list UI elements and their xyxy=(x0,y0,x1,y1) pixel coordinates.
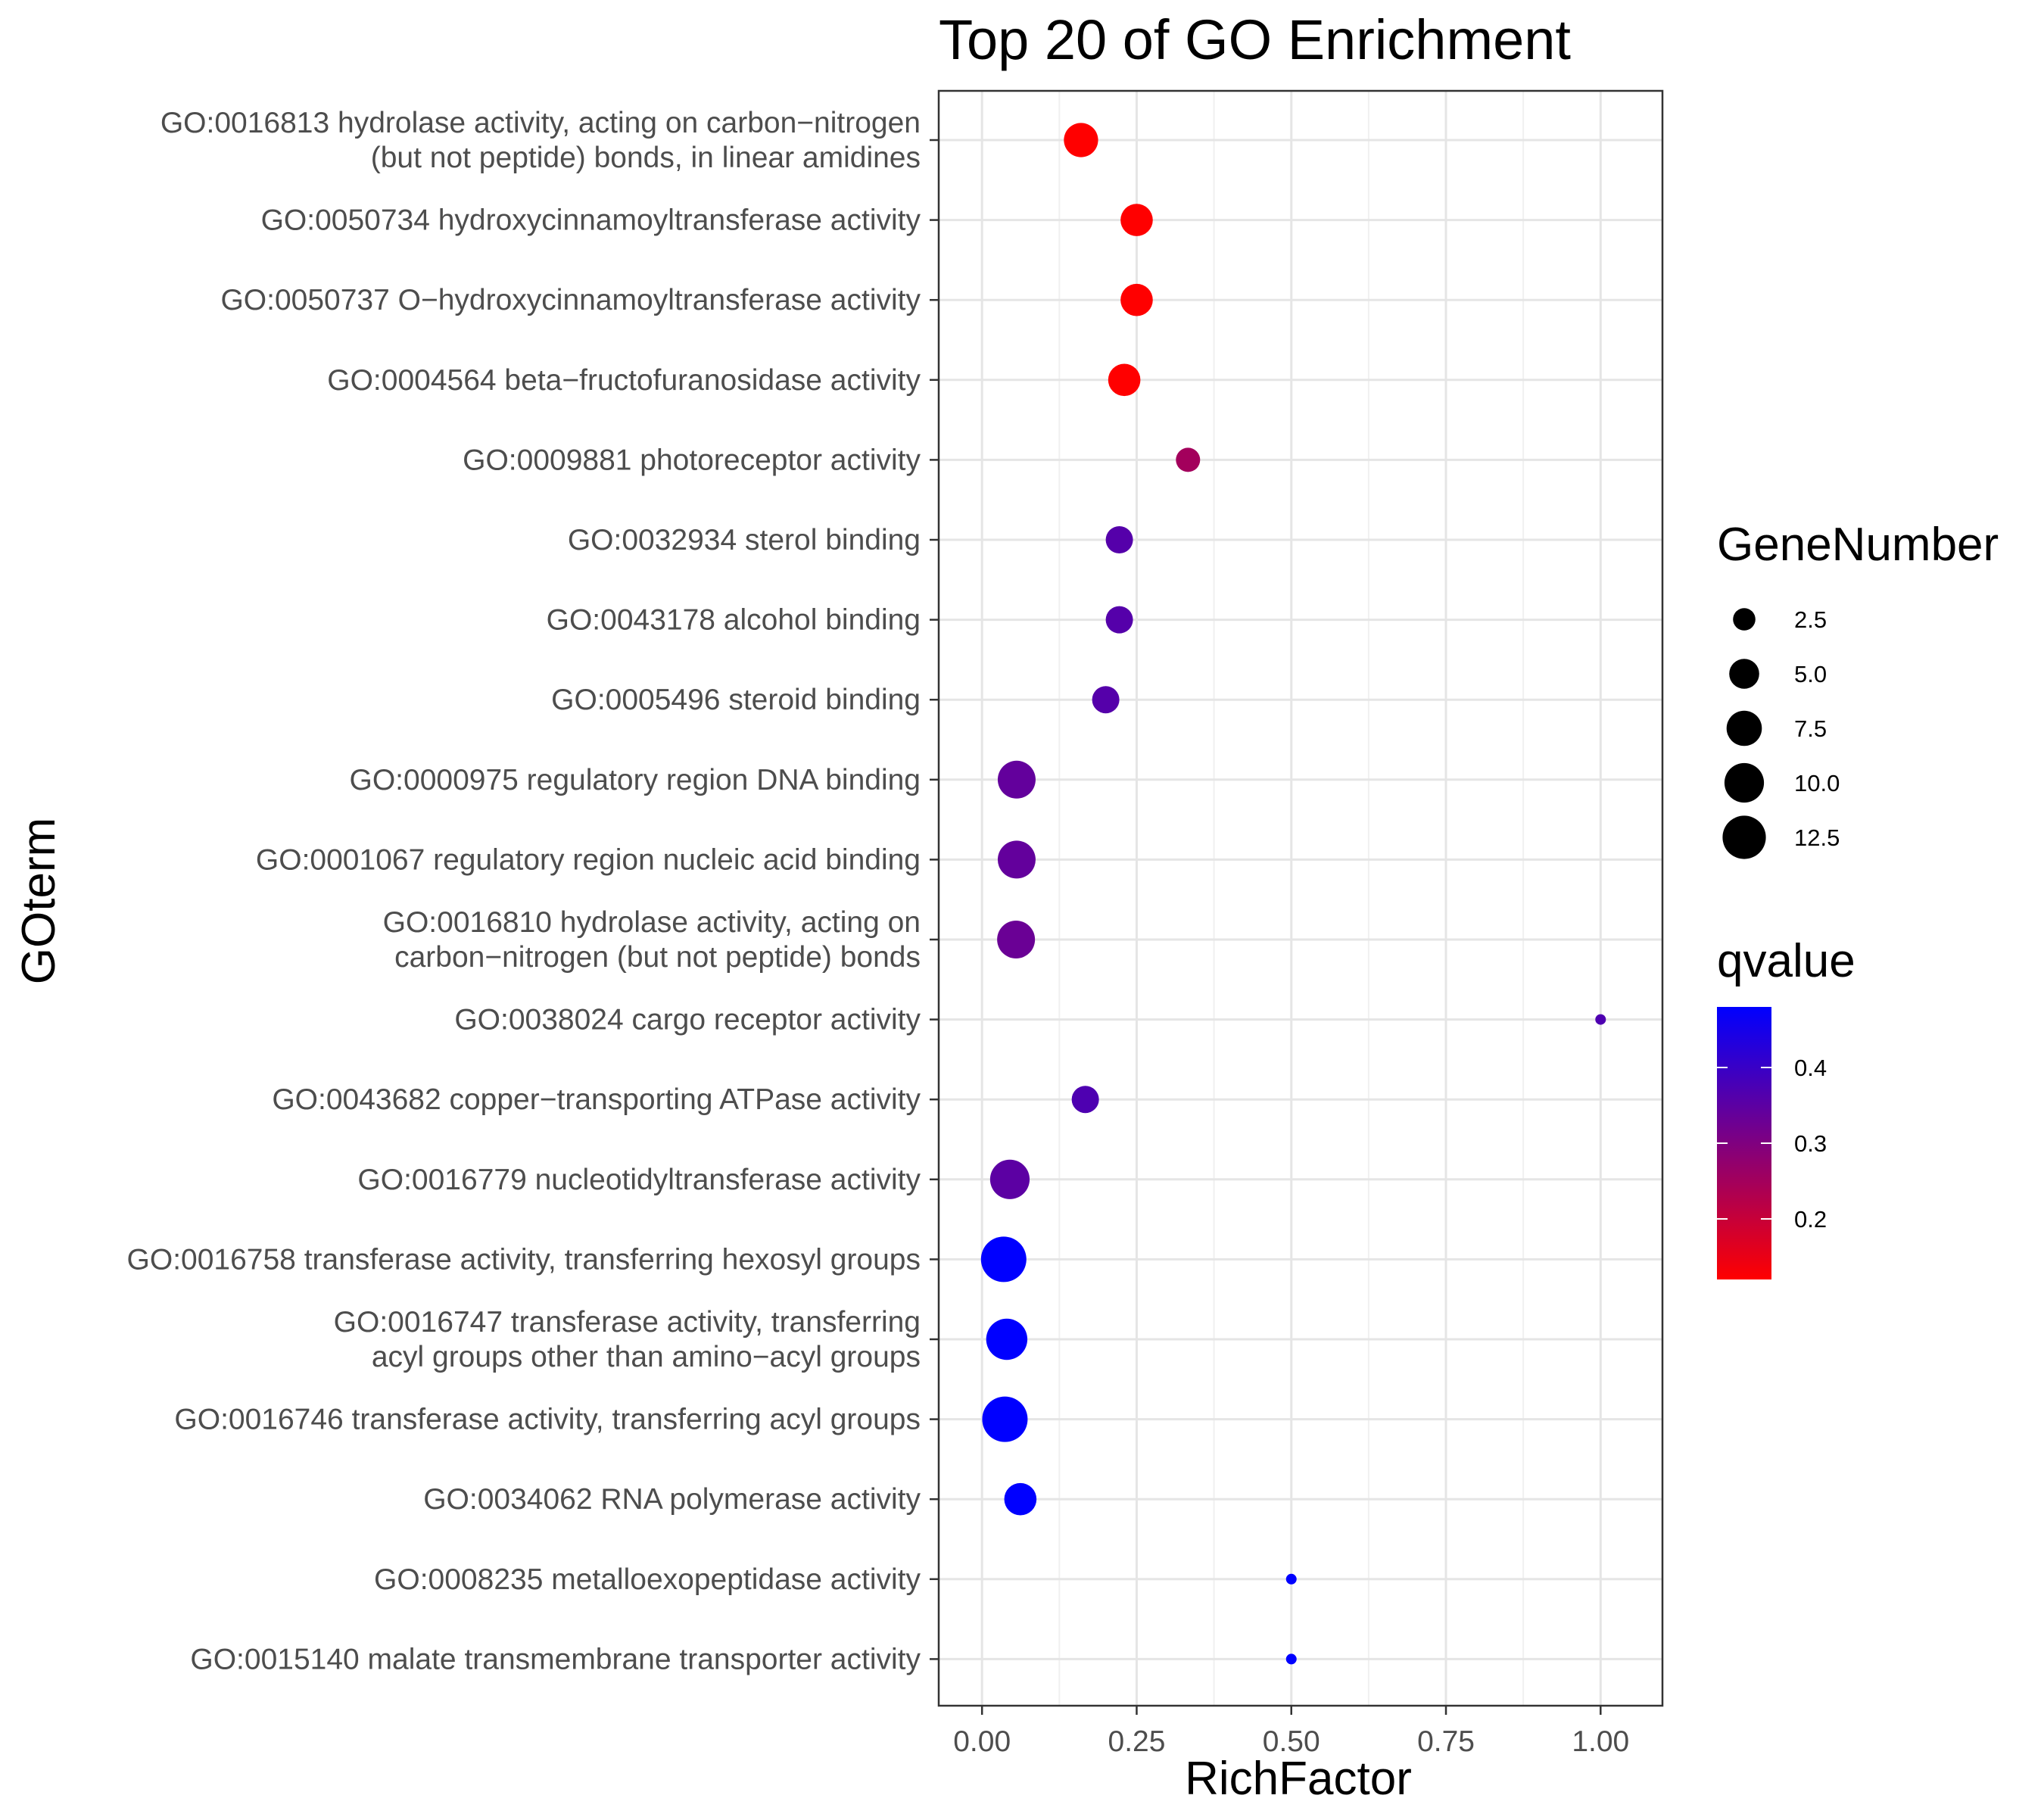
x-tick-labels: 0.00 0.25 0.50 0.75 1.00 xyxy=(953,1706,1629,1758)
data-points xyxy=(980,123,1606,1665)
y-tick-label: GO:0004564 beta−fructofuranosidase activ… xyxy=(327,364,921,397)
data-point xyxy=(997,760,1036,799)
data-point xyxy=(1064,123,1098,157)
size-legend-label: 10.0 xyxy=(1794,770,1840,796)
y-tick-label: GO:0032934 sterol binding xyxy=(568,524,921,556)
color-legend-label: 0.2 xyxy=(1794,1206,1827,1233)
data-point xyxy=(986,1318,1028,1360)
y-tick-label: GO:0034062 RNA polymerase activity xyxy=(423,1483,921,1516)
x-tick-label: 0.75 xyxy=(1417,1725,1475,1758)
y-tick-label: GO:0043682 copper−transporting ATPase ac… xyxy=(272,1083,921,1116)
data-point xyxy=(1285,1653,1297,1665)
y-tick-label: GO:0038024 cargo receptor activity xyxy=(454,1004,921,1036)
data-point xyxy=(997,921,1036,958)
y-tick-label: GO:0016779 nucleotidyltransferase activi… xyxy=(357,1164,921,1196)
size-legend-key xyxy=(1722,815,1766,859)
grid-lines xyxy=(939,91,1662,1706)
y-tick-label: GO:0016758 transferase activity, transfe… xyxy=(127,1243,921,1276)
color-legend-ticks: 0.4 0.3 0.2 xyxy=(1717,1055,1827,1233)
size-legend-label: 7.5 xyxy=(1794,715,1827,742)
y-tick-label: GO:0015140 malate transmembrane transpor… xyxy=(190,1643,921,1675)
size-legend-label: 12.5 xyxy=(1794,824,1840,851)
data-point xyxy=(1120,283,1153,316)
y-tick-label: (but not peptide) bonds, in linear amidi… xyxy=(371,142,921,174)
size-legend-label: 2.5 xyxy=(1794,606,1827,633)
data-point xyxy=(997,840,1036,879)
data-point xyxy=(982,1396,1028,1442)
color-legend-label: 0.4 xyxy=(1794,1055,1827,1081)
color-legend-label: 0.3 xyxy=(1794,1130,1827,1157)
y-tick-label: GO:0009881 photoreceptor activity xyxy=(463,444,921,476)
data-point xyxy=(1071,1086,1099,1114)
data-point xyxy=(1108,363,1141,397)
plot-panel-border xyxy=(937,89,1664,1707)
size-legend-key xyxy=(1724,762,1765,803)
plot-background xyxy=(939,91,1662,1706)
chart-title: Top 20 of GO Enrichment xyxy=(939,8,1571,71)
data-point xyxy=(1092,686,1120,714)
data-point xyxy=(980,1236,1027,1282)
x-tick-label: 1.00 xyxy=(1572,1725,1629,1758)
y-tick-label: GO:0016813 hydrolase activity, acting on… xyxy=(160,107,921,139)
color-legend-title: qvalue xyxy=(1717,935,1855,987)
y-tick-label: GO:0016747 transferase activity, transfe… xyxy=(334,1306,921,1339)
x-tick-label: 0.00 xyxy=(953,1725,1011,1758)
data-point xyxy=(1105,526,1133,553)
size-legend-key xyxy=(1729,659,1759,689)
x-axis-title: RichFactor xyxy=(1185,1753,1412,1805)
data-point xyxy=(1176,447,1201,472)
size-legend-label: 5.0 xyxy=(1794,661,1827,687)
data-point xyxy=(989,1159,1030,1199)
data-point xyxy=(1595,1014,1606,1025)
y-tick-label: GO:0050737 O−hydroxycinnamoyltransferase… xyxy=(220,284,921,316)
y-tick-label: GO:0001067 regulatory region nucleic aci… xyxy=(256,843,921,876)
y-tick-label: acyl groups other than amino−acyl groups xyxy=(372,1341,921,1373)
y-tick-label: GO:0043178 alcohol binding xyxy=(547,604,921,637)
data-point xyxy=(1105,606,1133,634)
y-tick-label: carbon−nitrogen (but not peptide) bonds xyxy=(394,941,921,974)
y-tick-label: GO:0016810 hydrolase activity, acting on xyxy=(383,906,921,939)
y-tick-label: GO:0008235 metalloexopeptidase activity xyxy=(374,1563,921,1596)
size-legend-key xyxy=(1733,608,1756,631)
data-point xyxy=(1004,1482,1037,1516)
y-axis-title: GOterm xyxy=(13,818,65,984)
y-tick-labels: GO:0016813 hydrolase activity, acting on… xyxy=(127,107,939,1675)
y-tick-label: GO:0005496 steroid binding xyxy=(551,684,921,716)
size-legend: 2.5 5.0 7.5 10.0 12.5 xyxy=(1722,606,1840,859)
size-legend-title: GeneNumber xyxy=(1717,519,1999,571)
x-tick-label: 0.25 xyxy=(1108,1725,1166,1758)
data-point xyxy=(1120,204,1153,236)
y-tick-label: GO:0016746 transferase activity, transfe… xyxy=(174,1404,921,1436)
data-point xyxy=(1285,1573,1297,1585)
x-tick-label: 0.50 xyxy=(1263,1725,1320,1758)
y-tick-label: GO:0050734 hydroxycinnamoyltransferase a… xyxy=(261,204,921,237)
y-tick-label: GO:0000975 regulatory region DNA binding xyxy=(350,764,921,796)
size-legend-key xyxy=(1726,710,1762,746)
